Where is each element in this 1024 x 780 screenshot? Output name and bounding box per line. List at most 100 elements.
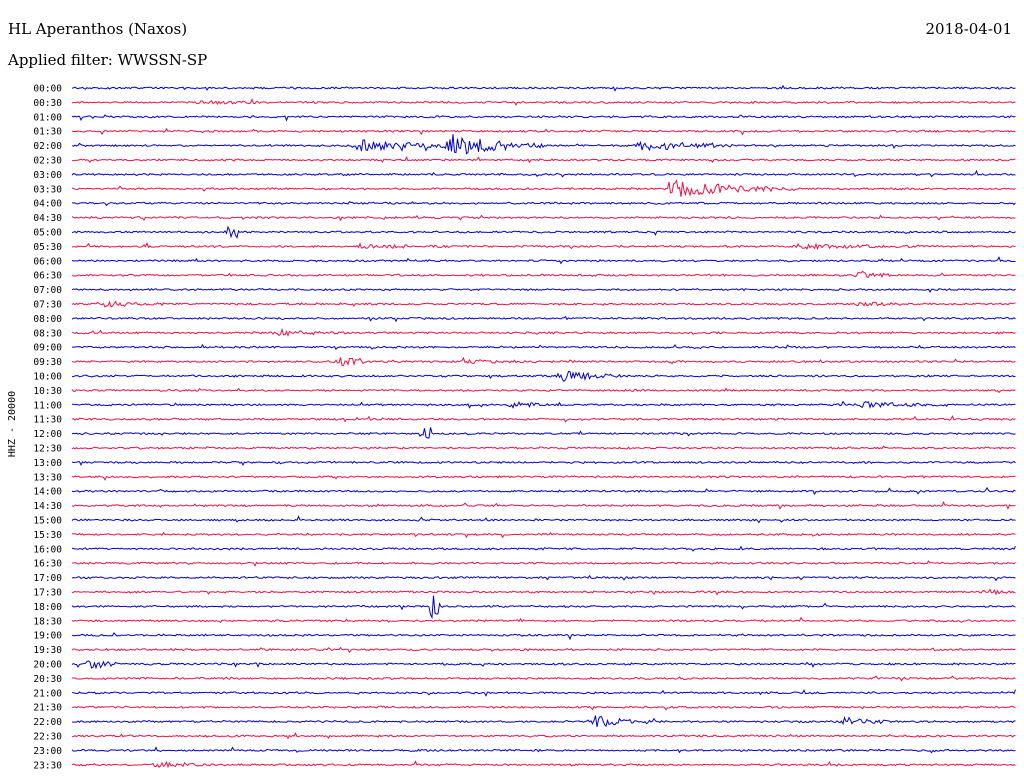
trace-line bbox=[71, 689, 1016, 697]
y-axis-label: HHZ - 20000 bbox=[7, 391, 18, 457]
trace-line bbox=[71, 327, 1016, 337]
row-time-label: 09:30 bbox=[33, 357, 62, 368]
trace-line bbox=[71, 256, 1016, 265]
filter-label: Applied filter: WWSSN-SP bbox=[8, 51, 208, 69]
trace-line bbox=[71, 387, 1016, 394]
row-time-label: 10:30 bbox=[33, 386, 62, 397]
trace-line bbox=[71, 427, 1016, 439]
trace-line bbox=[71, 287, 1016, 293]
trace-line bbox=[71, 241, 1016, 251]
trace-line bbox=[71, 560, 1016, 568]
row-time-label: 12:30 bbox=[33, 444, 62, 455]
row-time-label: 22:00 bbox=[33, 717, 62, 728]
row-time-label: 05:30 bbox=[33, 242, 62, 253]
trace-line bbox=[71, 588, 1016, 596]
trace-line bbox=[71, 343, 1016, 351]
trace-line bbox=[71, 169, 1016, 178]
date-label: 2018-04-01 bbox=[925, 20, 1012, 38]
row-time-label: 07:00 bbox=[33, 285, 62, 296]
trace-line bbox=[71, 531, 1016, 539]
trace-line bbox=[71, 270, 1016, 279]
row-time-label: 08:30 bbox=[33, 328, 62, 339]
row-time-label: 21:00 bbox=[33, 688, 62, 699]
trace-line bbox=[71, 315, 1016, 323]
row-time-label: 15:00 bbox=[33, 516, 62, 527]
row-time-label: 22:30 bbox=[33, 732, 62, 743]
row-time-label: 16:30 bbox=[33, 559, 62, 570]
row-time-label: 13:30 bbox=[33, 472, 62, 483]
trace-line bbox=[71, 632, 1016, 641]
row-time-label: 03:00 bbox=[33, 170, 62, 181]
row-time-label: 23:00 bbox=[33, 746, 62, 757]
row-time-label: 05:00 bbox=[33, 228, 62, 239]
trace-line bbox=[71, 675, 1016, 682]
row-time-label: 18:30 bbox=[33, 616, 62, 627]
trace-line bbox=[71, 200, 1016, 207]
row-time-label: 10:00 bbox=[33, 372, 62, 383]
trace-line bbox=[71, 595, 1016, 620]
row-time-label: 01:00 bbox=[33, 112, 62, 123]
row-time-label: 01:30 bbox=[33, 127, 62, 138]
trace-line bbox=[71, 134, 1016, 155]
trace-line bbox=[71, 660, 1016, 670]
row-time-label: 15:30 bbox=[33, 530, 62, 541]
trace-line bbox=[71, 155, 1016, 164]
row-time-label: 16:00 bbox=[33, 544, 62, 555]
trace-line bbox=[71, 179, 1016, 197]
row-time-label: 04:30 bbox=[33, 213, 62, 224]
station-title: HL Aperanthos (Naxos) bbox=[8, 20, 188, 38]
row-time-label: 23:30 bbox=[33, 760, 62, 771]
row-time-label: 11:30 bbox=[33, 415, 62, 426]
row-time-label: 14:30 bbox=[33, 501, 62, 512]
row-time-label: 00:00 bbox=[33, 84, 62, 95]
trace-line bbox=[71, 574, 1016, 582]
row-time-label: 21:30 bbox=[33, 703, 62, 714]
row-time-label: 06:30 bbox=[33, 271, 62, 282]
trace-line bbox=[71, 515, 1016, 524]
row-time-label: 19:30 bbox=[33, 645, 62, 656]
trace-line bbox=[71, 705, 1016, 711]
trace-line bbox=[71, 300, 1016, 308]
row-time-label: 14:00 bbox=[33, 487, 62, 498]
row-time-label: 17:00 bbox=[33, 573, 62, 584]
row-time-label: 08:00 bbox=[33, 314, 62, 325]
row-time-label: 06:00 bbox=[33, 256, 62, 267]
trace-line bbox=[71, 214, 1016, 222]
row-time-label: 13:00 bbox=[33, 458, 62, 469]
row-time-label: 20:30 bbox=[33, 674, 62, 685]
trace-line bbox=[71, 415, 1016, 423]
row-time-label: 02:30 bbox=[33, 156, 62, 167]
row-time-label: 19:00 bbox=[33, 631, 62, 642]
row-time-label: 00:30 bbox=[33, 98, 62, 109]
trace-line bbox=[71, 400, 1016, 409]
row-time-label: 07:30 bbox=[33, 300, 62, 311]
trace-line bbox=[71, 646, 1016, 654]
trace-line bbox=[71, 460, 1016, 467]
row-time-label: 20:00 bbox=[33, 660, 62, 671]
trace-line bbox=[71, 746, 1016, 754]
trace-line bbox=[71, 225, 1016, 239]
trace-line bbox=[71, 715, 1016, 728]
row-time-label: 11:00 bbox=[33, 400, 62, 411]
trace-line bbox=[71, 760, 1016, 769]
row-time-label: 03:30 bbox=[33, 184, 62, 195]
row-time-label: 04:00 bbox=[33, 199, 62, 210]
row-time-label: 02:00 bbox=[33, 141, 62, 152]
trace-line bbox=[71, 501, 1016, 510]
row-time-label: 17:30 bbox=[33, 588, 62, 599]
row-time-label: 18:00 bbox=[33, 602, 62, 613]
trace-line bbox=[71, 616, 1016, 624]
trace-line bbox=[71, 545, 1016, 552]
trace-line bbox=[72, 370, 1016, 382]
trace-line bbox=[71, 356, 1016, 367]
trace-line bbox=[71, 98, 1016, 106]
row-time-label: 12:00 bbox=[33, 429, 62, 440]
trace-line bbox=[71, 114, 1016, 122]
trace-line bbox=[71, 475, 1016, 481]
trace-line bbox=[71, 127, 1016, 136]
trace-line bbox=[71, 445, 1016, 450]
trace-line bbox=[71, 486, 1016, 496]
row-time-label: 09:00 bbox=[33, 343, 62, 354]
